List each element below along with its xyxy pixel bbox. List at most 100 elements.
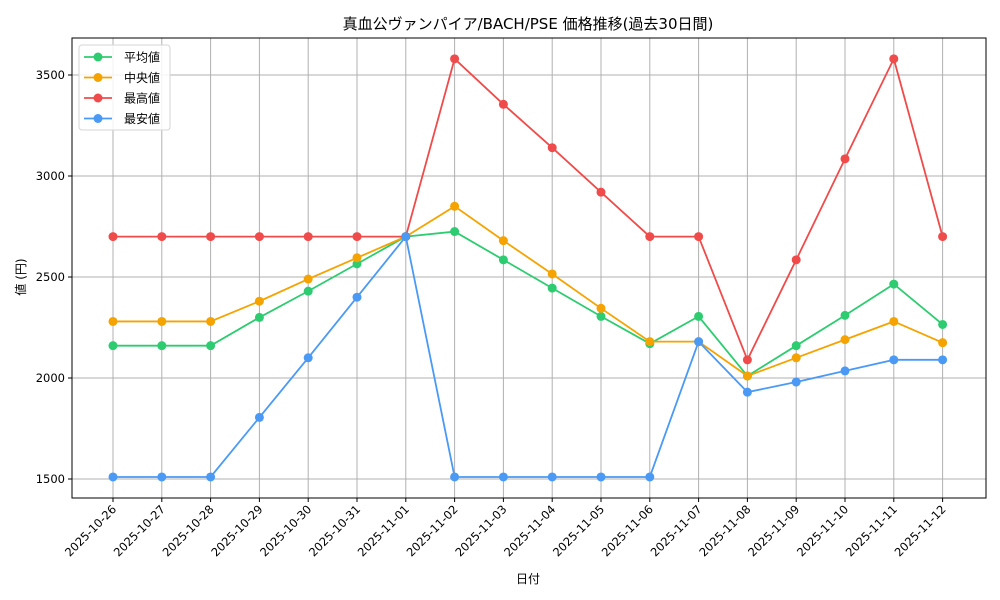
data-point: [694, 311, 704, 321]
x-tick-label: 2025-11-05: [550, 502, 607, 559]
data-point: [206, 232, 216, 242]
series-line: [113, 234, 943, 478]
x-tick-label: 2025-11-09: [745, 502, 802, 559]
data-point: [401, 232, 411, 242]
data-point: [645, 472, 655, 482]
x-tick-label: 2025-10-29: [208, 502, 265, 559]
grid-lines: [72, 38, 986, 498]
series-1: [108, 201, 948, 381]
data-point: [352, 253, 362, 263]
data-point: [938, 355, 948, 365]
legend-marker-icon: [93, 73, 103, 82]
data-point: [889, 54, 899, 64]
data-point: [791, 255, 801, 265]
data-point: [547, 269, 557, 279]
data-point: [157, 341, 167, 351]
legend-item: 平均値: [84, 50, 160, 65]
series-3: [108, 232, 948, 482]
plot-frame: [71, 37, 987, 499]
data-point: [157, 232, 167, 242]
data-point: [206, 472, 216, 482]
x-tick-label: 2025-10-28: [160, 502, 217, 559]
data-point: [206, 316, 216, 326]
x-tick-label: 2025-11-06: [599, 502, 656, 559]
data-point: [938, 338, 948, 348]
data-point: [645, 232, 655, 242]
legend-item: 最高値: [84, 91, 160, 106]
data-series: [108, 54, 948, 482]
data-point: [596, 311, 606, 321]
series-0: [108, 227, 948, 381]
y-tick-label: 3500: [36, 68, 65, 82]
x-tick-label: 2025-11-03: [452, 502, 509, 559]
data-point: [303, 353, 313, 363]
data-point: [840, 366, 850, 376]
data-point: [742, 355, 752, 365]
data-point: [450, 227, 460, 237]
x-tick-label: 2025-11-04: [501, 502, 558, 559]
data-point: [450, 201, 460, 211]
data-point: [498, 99, 508, 109]
data-point: [791, 353, 801, 363]
data-point: [254, 312, 264, 322]
data-point: [108, 232, 118, 242]
x-tick-label: 2025-10-30: [257, 502, 314, 559]
x-tick-label: 2025-11-07: [648, 502, 705, 559]
data-point: [742, 371, 752, 381]
x-tick-label: 2025-11-01: [355, 502, 412, 559]
data-point: [157, 316, 167, 326]
data-point: [498, 255, 508, 265]
x-tick-label: 2025-11-12: [892, 502, 949, 559]
x-axis-label: 日付: [516, 572, 540, 586]
data-point: [206, 341, 216, 351]
x-tick-label: 2025-11-08: [696, 502, 753, 559]
data-point: [596, 472, 606, 482]
series-line: [113, 56, 944, 363]
data-point: [938, 319, 948, 329]
data-point: [108, 341, 118, 351]
x-tick-label: 2025-10-27: [111, 502, 168, 559]
y-tick-label: 3000: [36, 169, 65, 183]
series-2: [108, 54, 948, 365]
data-point: [840, 154, 850, 164]
chart-title: 真血公ヴァンパイア/BACH/PSE 価格推移(過去30日間): [343, 15, 714, 33]
data-point: [694, 337, 704, 347]
data-point: [254, 296, 264, 306]
legend-label: 平均値: [124, 50, 160, 65]
data-point: [645, 337, 655, 347]
series-line: [113, 230, 944, 378]
data-point: [596, 187, 606, 197]
legend-label: 中央値: [124, 70, 160, 85]
data-point: [694, 232, 704, 242]
data-point: [791, 377, 801, 387]
data-point: [889, 355, 899, 365]
data-point: [254, 412, 264, 422]
data-point: [352, 232, 362, 242]
data-point: [157, 472, 167, 482]
data-point: [498, 472, 508, 482]
data-point: [840, 310, 850, 320]
series-line: [113, 205, 943, 377]
legend-box: [78, 44, 171, 131]
y-tick-label: 2500: [36, 270, 65, 284]
data-point: [791, 341, 801, 351]
data-point: [547, 472, 557, 482]
data-point: [840, 335, 850, 345]
data-point: [352, 292, 362, 302]
legend-label: 最安値: [124, 111, 160, 126]
data-point: [498, 236, 508, 246]
legend-marker-icon: [93, 93, 103, 103]
data-point: [547, 143, 557, 153]
x-tick-label: 2025-10-31: [306, 502, 363, 559]
legend-label: 最高値: [124, 91, 160, 106]
x-tick-label: 2025-11-10: [794, 502, 851, 559]
data-point: [889, 316, 899, 326]
x-tick-label: 2025-11-02: [404, 502, 461, 559]
data-point: [303, 274, 313, 284]
legend-item: 中央値: [84, 70, 160, 85]
legend-marker-icon: [93, 114, 103, 123]
data-point: [889, 279, 899, 289]
legend-item: 最安値: [84, 111, 160, 126]
